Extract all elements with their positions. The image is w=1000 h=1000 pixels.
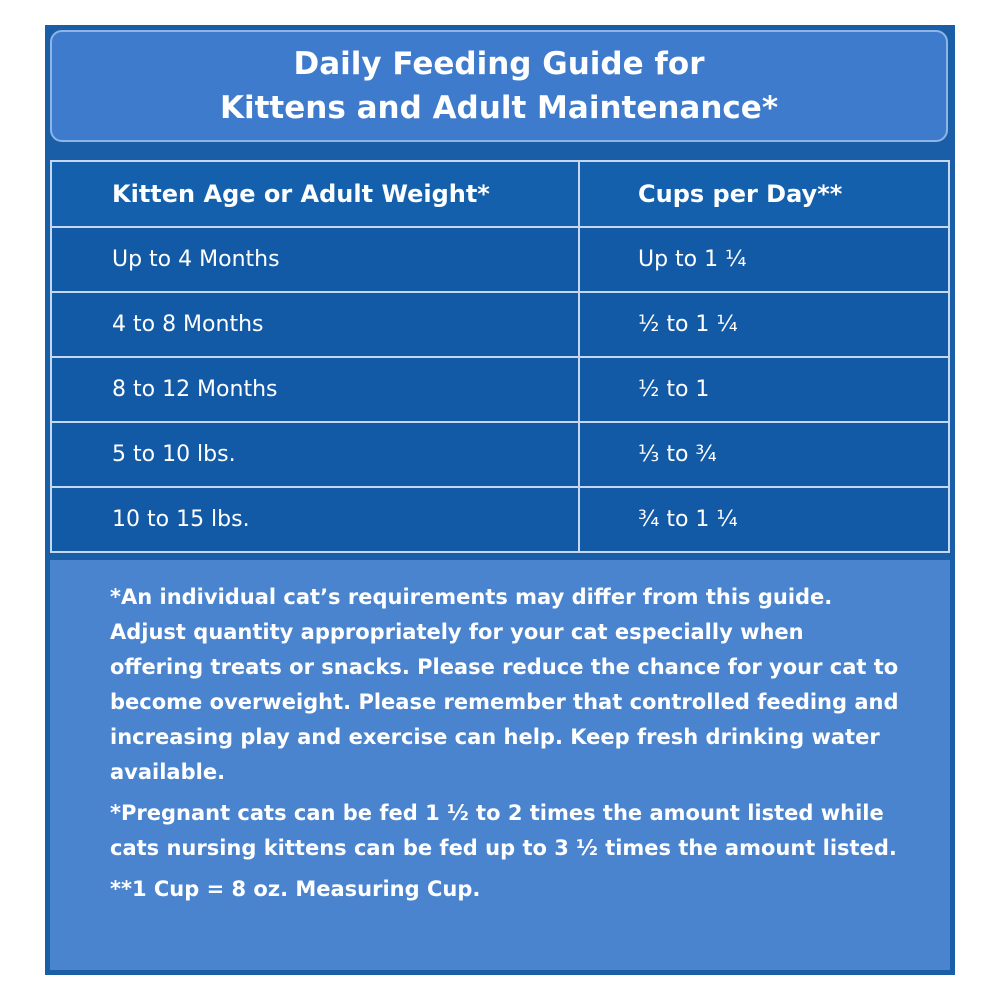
table-cell: 4 to 8 Months (50, 291, 580, 358)
note: *Pregnant cats can be fed 1 ½ to 2 times… (110, 801, 897, 860)
title-box: Daily Feeding Guide for Kittens and Adul… (50, 30, 948, 142)
table-row: Up to 4 Months Up to 1 ¼ (50, 226, 950, 293)
notes: *An individual cat’s requirements may di… (50, 560, 950, 970)
table-row: 8 to 12 Months ½ to 1 (50, 356, 950, 423)
note: *An individual cat’s requirements may di… (110, 585, 899, 784)
table-cell: ½ to 1 ¼ (578, 291, 950, 358)
column-header: Kitten Age or Adult Weight* (50, 160, 580, 228)
table-cell: ½ to 1 (578, 356, 950, 423)
feeding-table: Kitten Age or Adult Weight* Cups per Day… (50, 160, 950, 553)
table-cell: ⅓ to ¾ (578, 421, 950, 488)
table-row: 4 to 8 Months ½ to 1 ¼ (50, 291, 950, 358)
table-cell: 8 to 12 Months (50, 356, 580, 423)
table-cell: 5 to 10 lbs. (50, 421, 580, 488)
table-cell: 10 to 15 lbs. (50, 486, 580, 553)
table-cell: Up to 4 Months (50, 226, 580, 293)
feeding-guide: Daily Feeding Guide for Kittens and Adul… (45, 25, 955, 975)
table-row: 5 to 10 lbs. ⅓ to ¾ (50, 421, 950, 488)
table-cell: Up to 1 ¼ (578, 226, 950, 293)
note: **1 Cup = 8 oz. Measuring Cup. (110, 877, 481, 901)
title-line: Kittens and Adult Maintenance* (219, 90, 779, 126)
table-cell: ¾ to 1 ¼ (578, 486, 950, 553)
title-line: Daily Feeding Guide for (293, 46, 705, 82)
table-row: 10 to 15 lbs. ¾ to 1 ¼ (50, 486, 950, 553)
column-header: Cups per Day** (578, 160, 950, 228)
header-row: Kitten Age or Adult Weight* Cups per Day… (50, 160, 950, 228)
